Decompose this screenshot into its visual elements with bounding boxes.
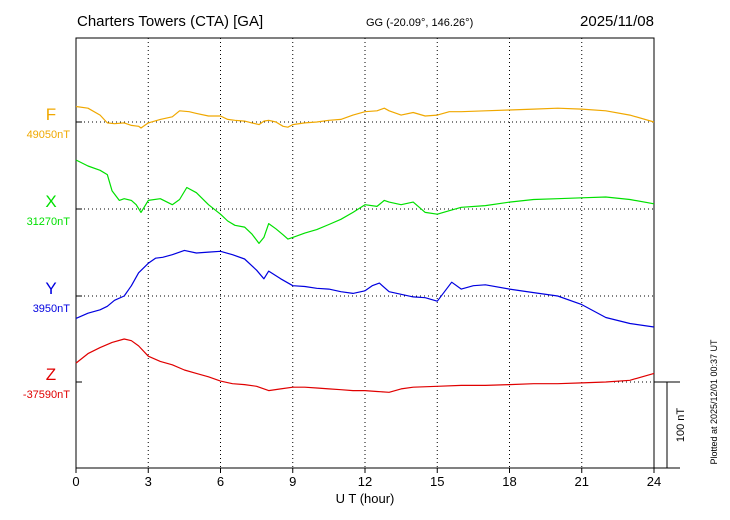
series-name-y: Y [45,279,56,298]
series-line-z [75,338,655,393]
x-tick-label: 24 [647,474,661,489]
scale-bar: 100 nT [654,381,687,469]
series-layer [75,105,655,393]
plotted-timestamp: Plotted at 2025/12/01 00:37 UT [709,339,719,465]
x-tick-label: 12 [358,474,372,489]
series-baseline-z: -37590nT [23,389,70,401]
series-name-x: X [45,192,56,211]
x-tick-label: 0 [72,474,79,489]
series-baseline-f: 49050nT [27,129,71,141]
series-baseline-x: 31270nT [27,216,71,228]
x-axis-ticks: 0 3 6 9 12 15 18 21 24 [72,468,661,489]
station-coordinates: GG (-20.09°, 146.26°) [366,17,473,29]
series-line-y [75,249,655,328]
series-line-x [75,159,655,244]
x-tick-label: 21 [575,474,589,489]
scale-bar-label: 100 nT [675,408,687,443]
chart-date: 2025/11/08 [580,13,654,30]
station-title: Charters Towers (CTA) [GA] [77,13,263,30]
series-name-z: Z [46,365,56,384]
x-tick-label: 9 [289,474,296,489]
series-line-f [75,105,655,129]
x-tick-label: 3 [145,474,152,489]
series-labels: F 49050nT X 31270nT Y 3950nT Z -37590nT [23,105,70,401]
x-tick-label: 15 [430,474,444,489]
grid-lines [76,38,654,468]
series-name-f: F [46,105,56,124]
x-tick-label: 18 [502,474,516,489]
series-baseline-y: 3950nT [33,303,71,315]
x-tick-label: 6 [217,474,224,489]
x-axis-label: U T (hour) [336,491,395,506]
